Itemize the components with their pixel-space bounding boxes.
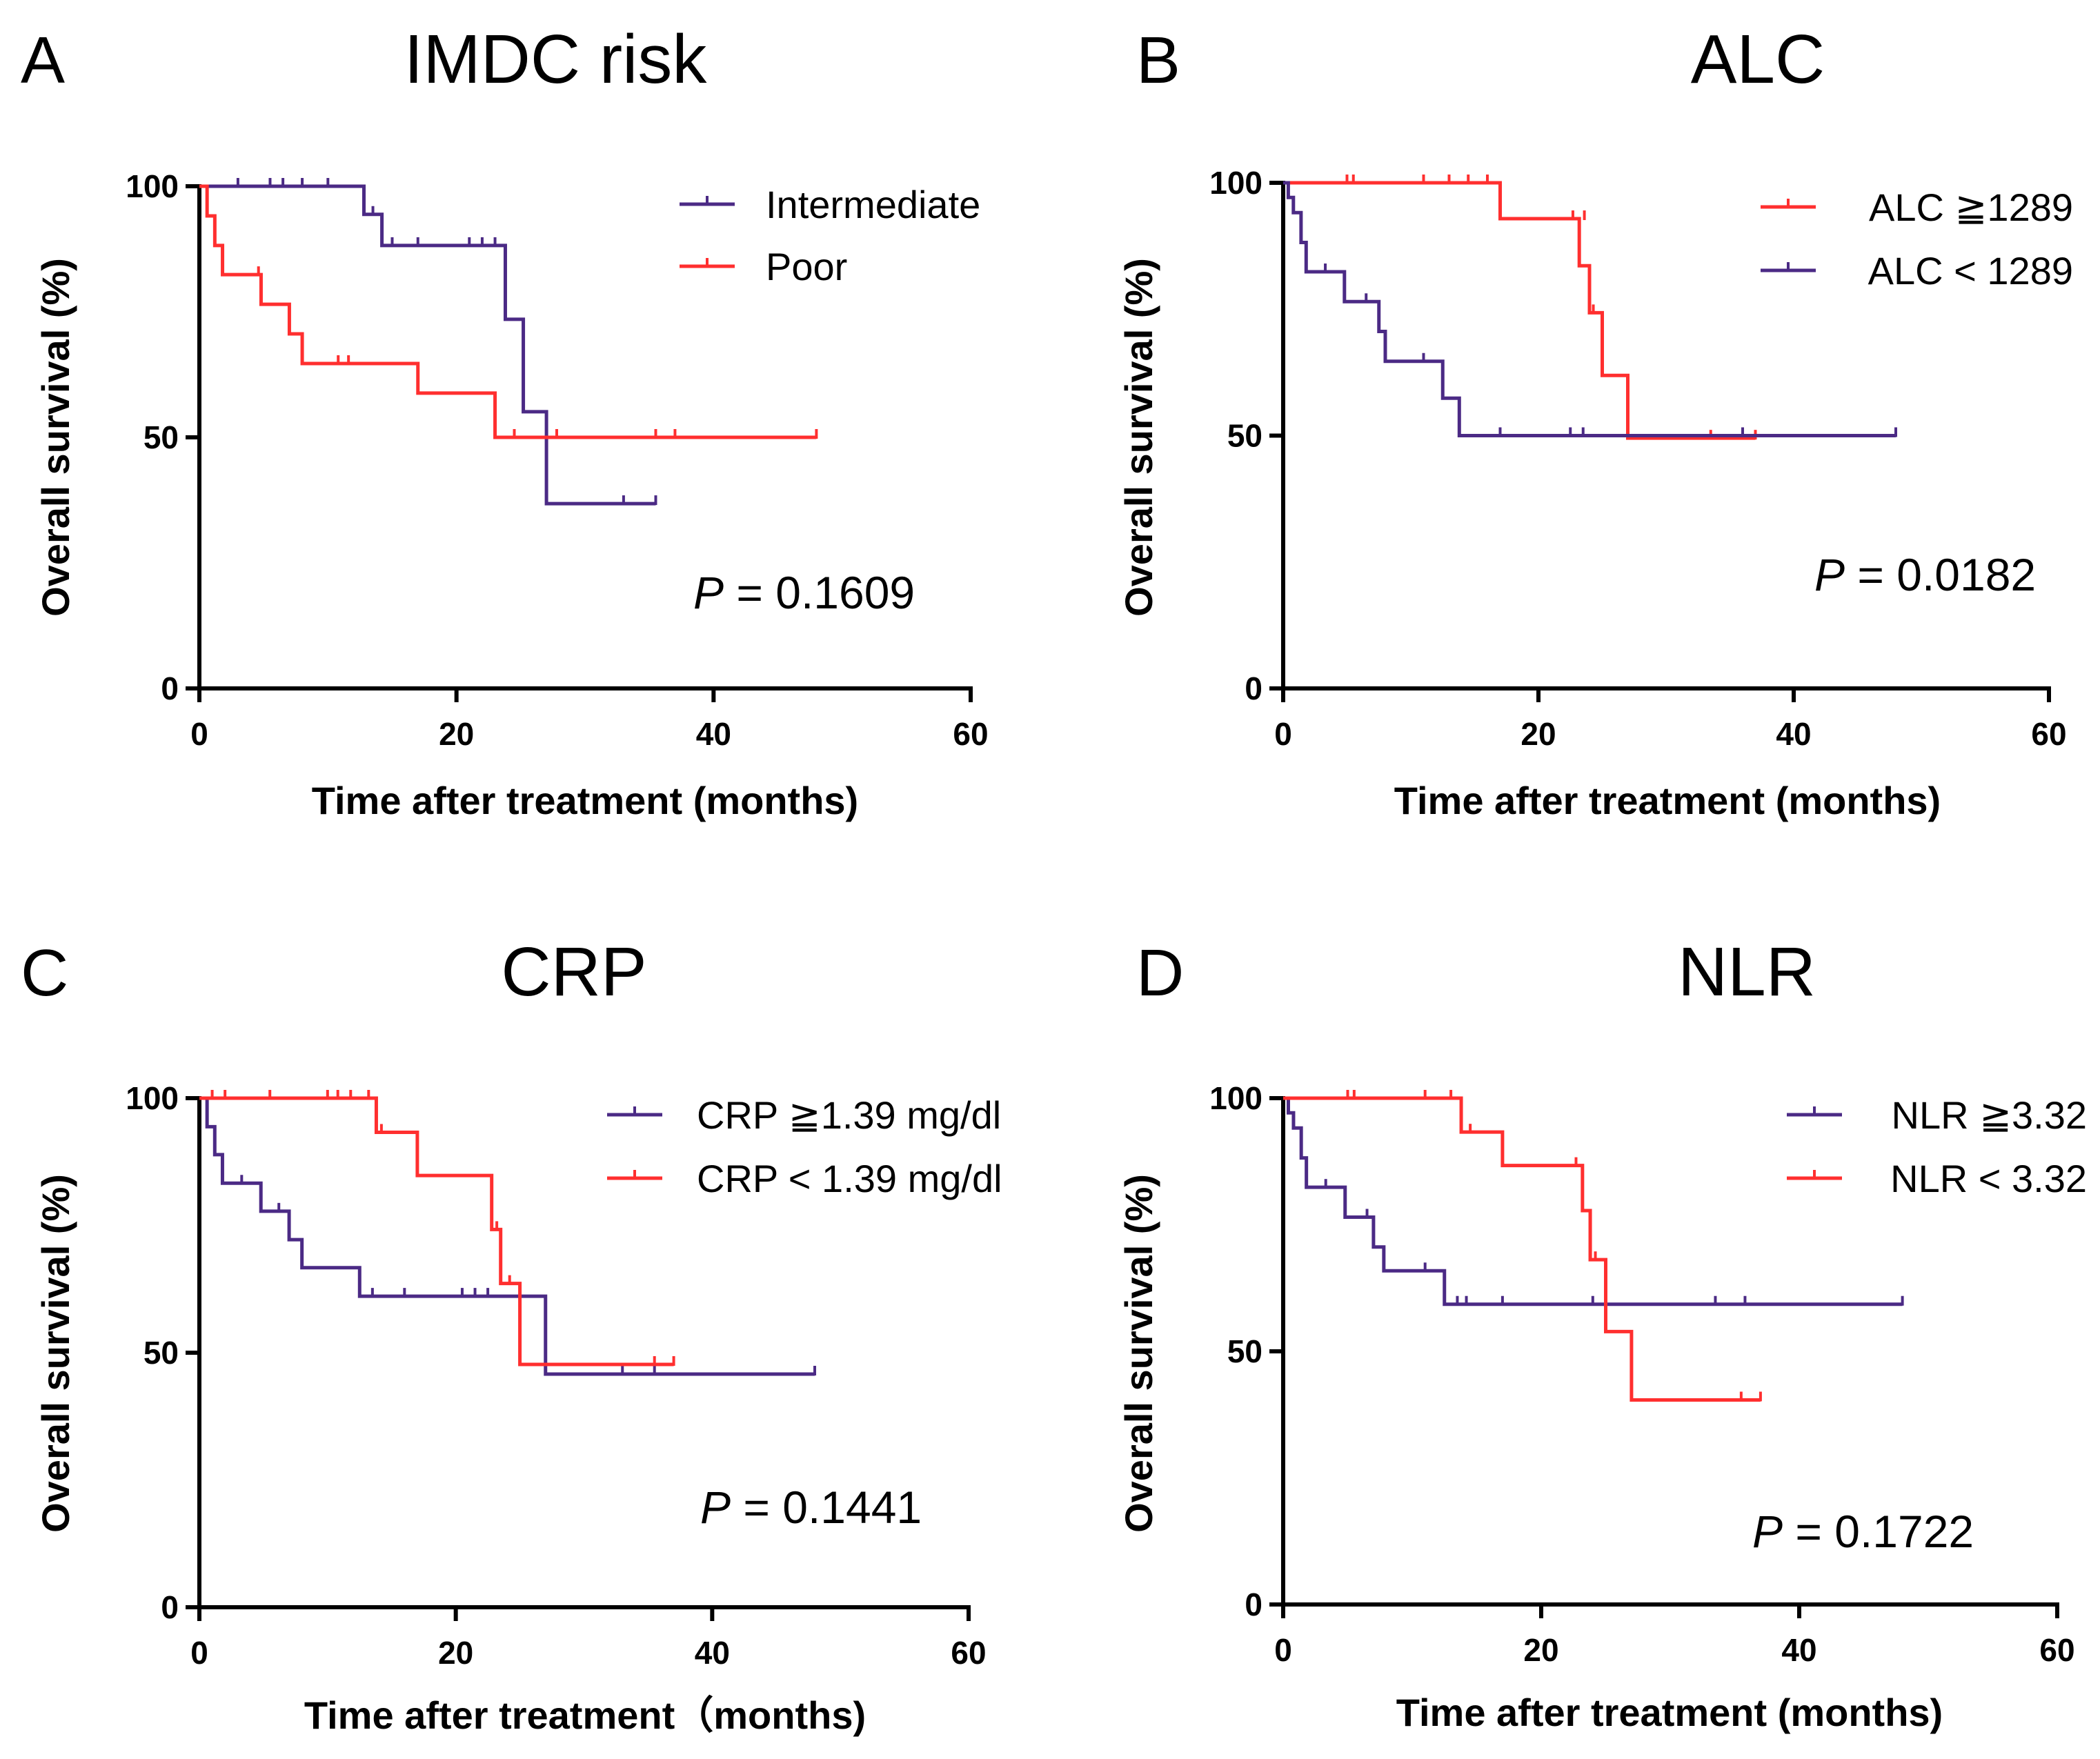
legend-entry: CRP < 1.39 mg/dl [607,1157,1002,1200]
panel-a: A IMDC risk 0 50 100 0 20 40 60 Time after treatm… [21,21,989,822]
x-tick-label: 40 [1776,716,1811,752]
survival-curve [199,1096,815,1376]
legend-label: CRP < 1.39 mg/dl [697,1157,1002,1200]
legend-entry: Intermediate [680,183,980,226]
legend-entry: NLR ≧3.32 [1787,1093,2087,1137]
x-tick-label: 60 [2031,716,2066,752]
x-tick-label: 20 [1520,716,1556,752]
legend-entry: Poor [680,245,847,288]
legend-entry: CRP ≧1.39 mg/dl [607,1093,1001,1137]
series-2 [199,1090,675,1367]
y-axis-title: Overall survival (%) [34,258,77,617]
panel-letter: C [21,936,68,1010]
y-axis-title: Overall survival (%) [34,1174,77,1533]
series-1 [1283,175,1757,440]
legend-label: ALC ≧1289 [1869,186,2073,229]
p-value: P = 0.1609 [693,567,915,618]
x-tick-label: 20 [1523,1632,1558,1668]
p-value: P = 0.0182 [1814,549,2036,600]
x-tick-label: 60 [2039,1632,2074,1668]
x-tick-label: 0 [1274,1632,1292,1668]
series-2 [1283,1090,1762,1402]
survival-curve [199,1096,674,1367]
panel-letter: D [1136,936,1184,1010]
y-tick-label: 100 [1209,1080,1262,1116]
x-axis-title: Time after treatment (months) [1394,779,1941,822]
y-tick-label: 0 [161,670,179,706]
y-tick-label: 100 [1209,165,1262,201]
panel-b: B ALC 0 50 100 0 20 40 60 Time after treatment (m… [1117,21,2073,822]
series-2 [1283,181,1897,437]
x-tick-label: 60 [953,716,988,752]
x-tick-label: 20 [439,716,474,752]
x-tick-label: 20 [438,1635,473,1671]
x-axis-title: Time after treatment (months) [312,779,858,822]
series-2 [199,184,818,439]
legend-entry: ALC < 1289 [1761,249,2073,292]
x-tick-label: 60 [951,1635,986,1671]
panel-d: D NLR 0 50 100 0 20 40 60 Time after treatment (m… [1117,933,2087,1734]
y-tick-label: 100 [126,168,179,204]
series-1 [1283,1096,1904,1306]
x-tick-label: 0 [190,716,208,752]
legend-label: ALC < 1289 [1868,249,2073,292]
x-tick-label: 40 [695,1635,730,1671]
series-1 [199,178,657,506]
legend-entry: ALC ≧1289 [1761,186,2073,229]
survival-curve [199,184,656,506]
y-tick-label: 0 [1245,670,1262,706]
y-tick-label: 50 [1227,418,1262,454]
y-tick-label: 0 [161,1589,179,1625]
y-tick-label: 0 [1245,1587,1262,1622]
legend-entry: NLR < 3.32 [1787,1157,2087,1200]
y-tick-label: 50 [143,1335,179,1371]
legend-label: Poor [766,245,847,288]
y-tick-label: 50 [1227,1333,1262,1369]
y-axis-title: Overall survival (%) [1117,258,1160,617]
x-tick-label: 40 [1781,1632,1816,1668]
y-axis-title: Overall survival (%) [1117,1174,1160,1533]
survival-curve [1283,181,1896,437]
legend-label: NLR < 3.32 [1890,1157,2087,1200]
chart-title: NLR [1678,933,1816,1011]
y-tick-label: 100 [126,1080,179,1116]
x-axis-title: Time after treatment（months) [304,1693,866,1737]
survival-curve [1283,181,1756,440]
panel-c: C CRP 0 50 100 0 20 40 60 Time after treatment（mo… [21,933,1002,1737]
p-value: P = 0.1441 [700,1482,922,1533]
p-value: P = 0.1722 [1752,1506,1974,1557]
survival-curve [199,184,817,439]
chart-title: ALC [1691,21,1825,98]
survival-curve [1283,1096,1903,1306]
x-axis-title: Time after treatment (months) [1396,1691,1943,1734]
x-tick-label: 40 [696,716,731,752]
x-tick-label: 0 [190,1635,208,1671]
panel-letter: B [1136,23,1180,97]
y-tick-label: 50 [143,419,179,455]
x-tick-label: 0 [1274,716,1292,752]
legend-label: Intermediate [766,183,980,226]
survival-curve [1283,1096,1761,1402]
chart-title: IMDC risk [404,21,708,98]
chart-title: CRP [501,933,646,1011]
series-1 [199,1096,816,1376]
panel-letter: A [21,23,65,97]
legend-label: CRP ≧1.39 mg/dl [697,1093,1001,1137]
legend-label: NLR ≧3.32 [1892,1093,2088,1137]
